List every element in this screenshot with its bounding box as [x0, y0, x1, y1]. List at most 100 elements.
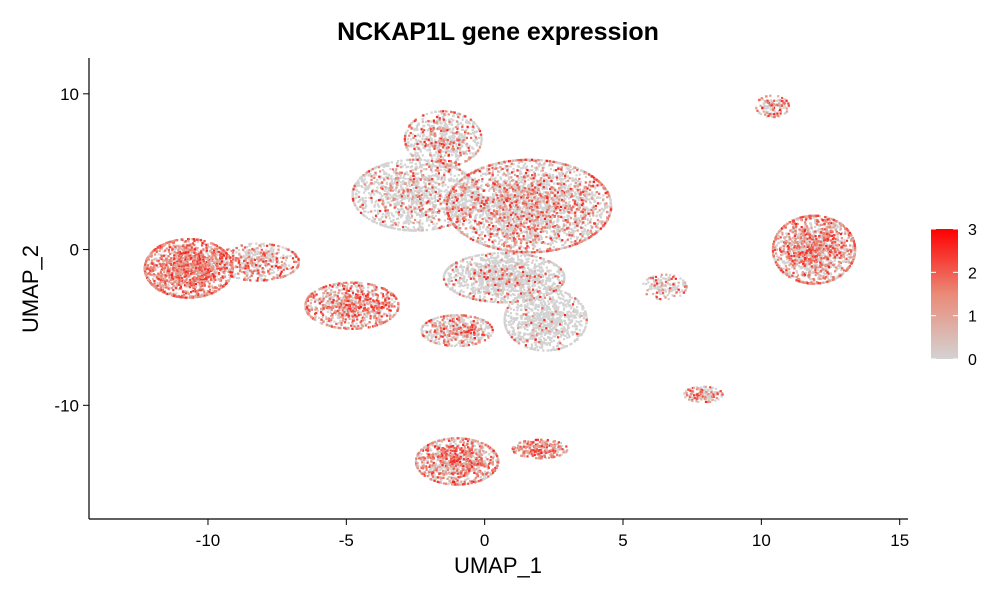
cell-point: [546, 218, 549, 221]
cell-point: [456, 196, 459, 199]
cell-point: [445, 206, 448, 209]
cell-point: [362, 181, 365, 184]
cell-point: [254, 253, 257, 256]
cell-point: [379, 177, 382, 180]
cell-point: [241, 262, 244, 265]
cell-point: [569, 168, 572, 171]
cell-point: [566, 187, 569, 190]
cell-point: [452, 136, 455, 139]
cell-point: [457, 281, 460, 285]
cell-point: [535, 179, 538, 182]
cell-point: [503, 224, 506, 227]
cell-point: [411, 169, 415, 172]
cell-point: [494, 184, 497, 188]
cell-point: [164, 254, 167, 257]
cell-point: [516, 223, 519, 226]
cell-point: [440, 178, 443, 181]
cell-point: [539, 202, 542, 205]
cell-point: [415, 145, 418, 148]
cell-point: [495, 217, 498, 220]
cell-point: [379, 197, 382, 200]
cell-point: [440, 165, 443, 168]
cell-point: [535, 195, 538, 198]
cell-point: [362, 297, 365, 300]
cell-point: [431, 190, 434, 193]
cell-point: [459, 214, 463, 217]
cell-point: [528, 214, 531, 217]
cell-point: [596, 196, 599, 199]
cell-point: [316, 309, 319, 312]
cell-point: [407, 192, 411, 195]
cell-point: [472, 204, 475, 207]
cell-point: [406, 165, 409, 168]
cell-point: [470, 193, 473, 196]
cell-point: [479, 228, 482, 231]
cell-point: [401, 165, 404, 168]
cell-point: [536, 232, 539, 235]
cell-point: [385, 181, 388, 184]
cell-point: [440, 175, 443, 178]
cell-point: [577, 205, 580, 208]
cell-point: [538, 247, 541, 251]
cell-point: [424, 188, 427, 191]
cell-point: [541, 183, 544, 186]
cell-point: [563, 198, 566, 201]
cell-point: [409, 180, 412, 183]
cell-point: [551, 209, 554, 213]
cell-point: [485, 167, 488, 170]
cell-point: [421, 222, 424, 225]
cell-point: [420, 166, 423, 169]
cell-point: [455, 219, 458, 222]
cell-point: [430, 120, 433, 123]
cell-point: [353, 318, 356, 321]
cell-point: [476, 229, 479, 232]
cell-point: [167, 283, 170, 287]
scatter-points-layer: [143, 94, 857, 486]
cell-point: [528, 210, 531, 213]
cell-point: [578, 173, 581, 176]
cell-point: [410, 145, 413, 148]
cell-point: [344, 315, 347, 318]
cell-point: [508, 220, 511, 223]
cell-point: [443, 133, 446, 136]
cell-point: [269, 250, 272, 253]
cell-point: [415, 124, 419, 127]
cell-point: [494, 192, 497, 195]
cell-point: [448, 150, 451, 153]
cell-point: [246, 249, 249, 252]
cell-point: [407, 177, 410, 180]
cell-point: [499, 192, 502, 195]
cell-point: [372, 182, 375, 185]
cell-point: [500, 224, 503, 227]
cell-point: [174, 274, 177, 277]
cell-point: [472, 121, 476, 124]
cell-point: [480, 231, 483, 234]
cell-point: [449, 207, 452, 210]
cell-point: [479, 145, 482, 148]
cell-point: [549, 207, 552, 210]
cell-point: [413, 175, 417, 178]
cell-point: [569, 232, 572, 235]
cell-point: [479, 233, 483, 236]
cell-point: [344, 307, 347, 310]
cell-point: [327, 292, 330, 295]
cell-point: [461, 118, 464, 121]
cell-point: [421, 154, 424, 157]
cell-point: [536, 221, 539, 224]
cell-point: [547, 212, 550, 215]
cell-point: [583, 230, 586, 233]
cell-point: [447, 178, 450, 181]
cell-point: [421, 211, 424, 214]
cell-point: [533, 207, 536, 210]
cell-point: [422, 168, 425, 171]
cell-point: [272, 271, 276, 274]
cell-point: [419, 150, 422, 153]
cell-point: [207, 254, 210, 257]
cell-point: [443, 178, 446, 181]
cell-point: [427, 210, 430, 213]
cell-point: [517, 223, 520, 226]
cell-point: [527, 170, 530, 173]
cell-point: [413, 183, 416, 186]
cell-point: [587, 222, 590, 225]
cell-point: [260, 243, 263, 246]
